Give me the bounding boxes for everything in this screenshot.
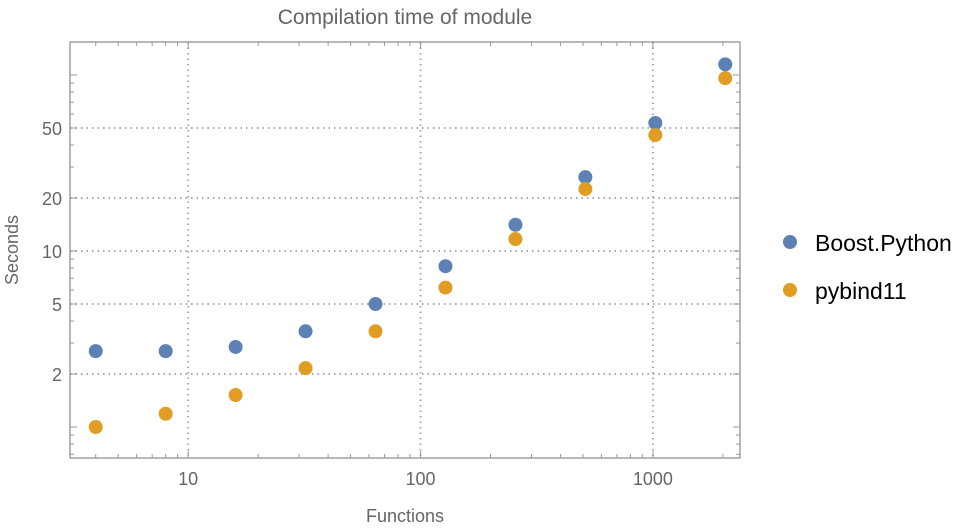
x-tick-label: 100: [406, 469, 436, 489]
point-pybind11: [298, 361, 313, 376]
point-boost-python: [508, 217, 523, 232]
plot-frame: [69, 41, 741, 459]
point-pybind11: [578, 182, 593, 197]
legend-marker-pybind11: [783, 283, 797, 297]
y-tick-label: 50: [42, 119, 62, 139]
point-boost-python: [298, 324, 313, 339]
point-boost-python: [578, 170, 593, 185]
y-tick-label: 20: [42, 189, 62, 209]
legend-marker-boost-python: [783, 235, 797, 249]
y-tick-label: 10: [42, 242, 62, 262]
point-pybind11: [718, 71, 733, 86]
point-pybind11: [648, 128, 663, 143]
point-boost-python: [228, 339, 243, 354]
grid: [70, 42, 740, 458]
point-pybind11: [158, 406, 173, 421]
chart-title: Compilation time of module: [278, 6, 532, 29]
ticks: 10 100 1000 2 5 10 20 50: [42, 42, 740, 489]
point-boost-python: [718, 57, 733, 72]
point-pybind11: [228, 388, 243, 403]
point-boost-python: [648, 115, 663, 130]
point-boost-python: [368, 297, 383, 312]
x-tick-label: 10: [178, 469, 198, 489]
legend-label-pybind11: pybind11: [815, 278, 907, 304]
y-axis-label: Seconds: [2, 215, 22, 285]
point-pybind11: [88, 420, 103, 435]
y-tick-label: 5: [52, 295, 62, 315]
point-boost-python: [158, 344, 173, 359]
point-pybind11: [438, 280, 453, 295]
y-tick-label: 2: [52, 365, 62, 385]
legend-label-boost-python: Boost.Python: [815, 230, 952, 256]
point-boost-python: [88, 344, 103, 359]
point-pybind11: [508, 232, 523, 247]
point-boost-python: [438, 259, 453, 274]
points: [88, 57, 733, 435]
point-pybind11: [368, 324, 383, 339]
x-tick-label: 1000: [633, 469, 673, 489]
x-axis-label: Functions: [366, 506, 444, 525]
legend: Boost.Python pybind11: [783, 230, 952, 304]
